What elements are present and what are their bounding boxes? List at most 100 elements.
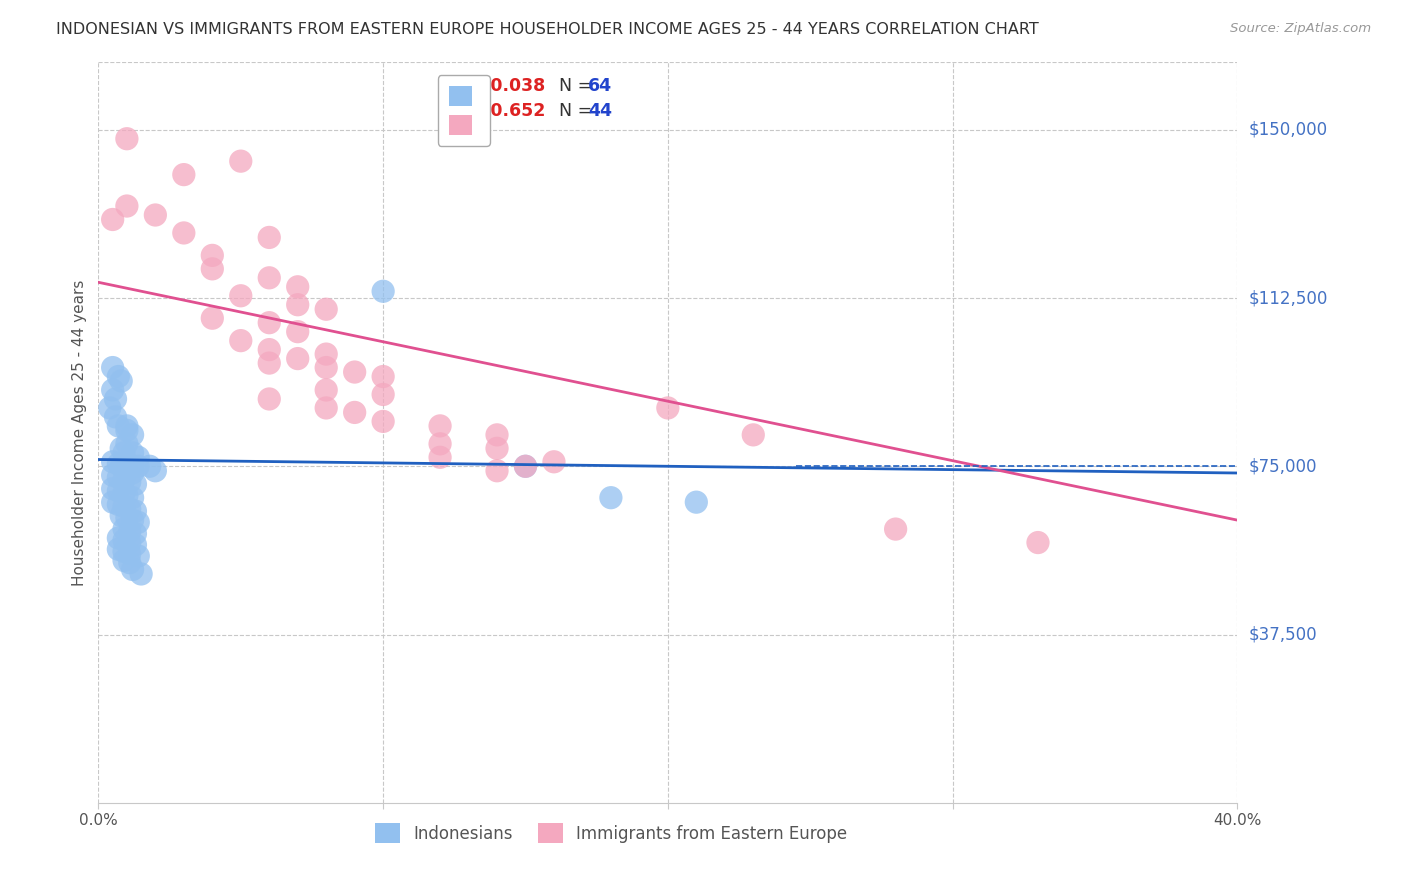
- Point: [343, 365, 366, 379]
- Point: [107, 470, 129, 484]
- Text: Source: ZipAtlas.com: Source: ZipAtlas.com: [1230, 22, 1371, 36]
- Point: [343, 405, 366, 419]
- Point: [373, 387, 395, 401]
- Point: [112, 473, 135, 487]
- Point: [118, 547, 141, 561]
- Point: [543, 455, 565, 469]
- Text: R =: R =: [451, 77, 489, 95]
- Point: [110, 508, 132, 523]
- Point: [101, 212, 124, 227]
- Point: [515, 459, 537, 474]
- Point: [112, 553, 135, 567]
- Point: [287, 351, 309, 366]
- Point: [145, 208, 167, 222]
- Point: [104, 392, 127, 406]
- Point: [315, 360, 337, 375]
- Point: [121, 562, 143, 576]
- Point: [107, 369, 129, 384]
- Point: [118, 556, 141, 570]
- Point: [112, 500, 135, 514]
- Point: [118, 475, 141, 489]
- Point: [115, 423, 138, 437]
- Point: [121, 459, 143, 474]
- Point: [101, 360, 124, 375]
- Text: INDONESIAN VS IMMIGRANTS FROM EASTERN EUROPE HOUSEHOLDER INCOME AGES 25 - 44 YEA: INDONESIAN VS IMMIGRANTS FROM EASTERN EU…: [56, 22, 1039, 37]
- Text: 44: 44: [588, 102, 612, 120]
- Point: [110, 459, 132, 474]
- Point: [229, 154, 252, 169]
- Point: [429, 450, 451, 465]
- Point: [259, 343, 281, 357]
- Point: [98, 401, 121, 415]
- Point: [373, 414, 395, 428]
- Point: [110, 442, 132, 456]
- Point: [115, 459, 138, 474]
- Point: [685, 495, 707, 509]
- Point: [115, 418, 138, 433]
- Text: $75,000: $75,000: [1249, 458, 1317, 475]
- Point: [121, 466, 143, 480]
- Point: [107, 531, 129, 545]
- Point: [884, 522, 907, 536]
- Point: [101, 383, 124, 397]
- Point: [118, 524, 141, 539]
- Point: [110, 374, 132, 388]
- Point: [112, 486, 135, 500]
- Point: [138, 459, 160, 474]
- Point: [115, 488, 138, 502]
- Point: [118, 502, 141, 516]
- Point: [127, 450, 149, 465]
- Point: [287, 280, 309, 294]
- Point: [115, 511, 138, 525]
- Text: N =: N =: [548, 102, 598, 120]
- Text: $112,500: $112,500: [1249, 289, 1327, 307]
- Point: [107, 542, 129, 557]
- Point: [124, 477, 146, 491]
- Point: [118, 535, 141, 549]
- Text: 64: 64: [588, 77, 612, 95]
- Point: [124, 504, 146, 518]
- Point: [742, 428, 765, 442]
- Point: [107, 497, 129, 511]
- Point: [129, 566, 152, 581]
- Point: [315, 383, 337, 397]
- Point: [315, 347, 337, 361]
- Point: [201, 248, 224, 262]
- Point: [486, 442, 509, 456]
- Point: [486, 464, 509, 478]
- Point: [201, 311, 224, 326]
- Point: [121, 491, 143, 505]
- Point: [101, 468, 124, 483]
- Point: [287, 298, 309, 312]
- Point: [115, 132, 138, 146]
- Point: [486, 428, 509, 442]
- Point: [259, 356, 281, 370]
- Point: [201, 261, 224, 276]
- Point: [1026, 535, 1049, 549]
- Point: [112, 544, 135, 558]
- Point: [127, 549, 149, 563]
- Text: -0.038: -0.038: [484, 77, 546, 95]
- Point: [657, 401, 679, 415]
- Point: [101, 482, 124, 496]
- Point: [127, 459, 149, 474]
- Point: [115, 464, 138, 478]
- Point: [315, 302, 337, 317]
- Point: [287, 325, 309, 339]
- Point: [259, 270, 281, 285]
- Point: [315, 401, 337, 415]
- Point: [121, 446, 143, 460]
- Point: [173, 226, 195, 240]
- Point: [259, 392, 281, 406]
- Point: [121, 513, 143, 527]
- Point: [600, 491, 623, 505]
- Point: [101, 455, 124, 469]
- Point: [115, 437, 138, 451]
- Text: N =: N =: [548, 77, 598, 95]
- Point: [259, 316, 281, 330]
- Point: [112, 446, 135, 460]
- Point: [229, 334, 252, 348]
- Point: [429, 418, 451, 433]
- Point: [107, 418, 129, 433]
- Text: $150,000: $150,000: [1249, 120, 1327, 139]
